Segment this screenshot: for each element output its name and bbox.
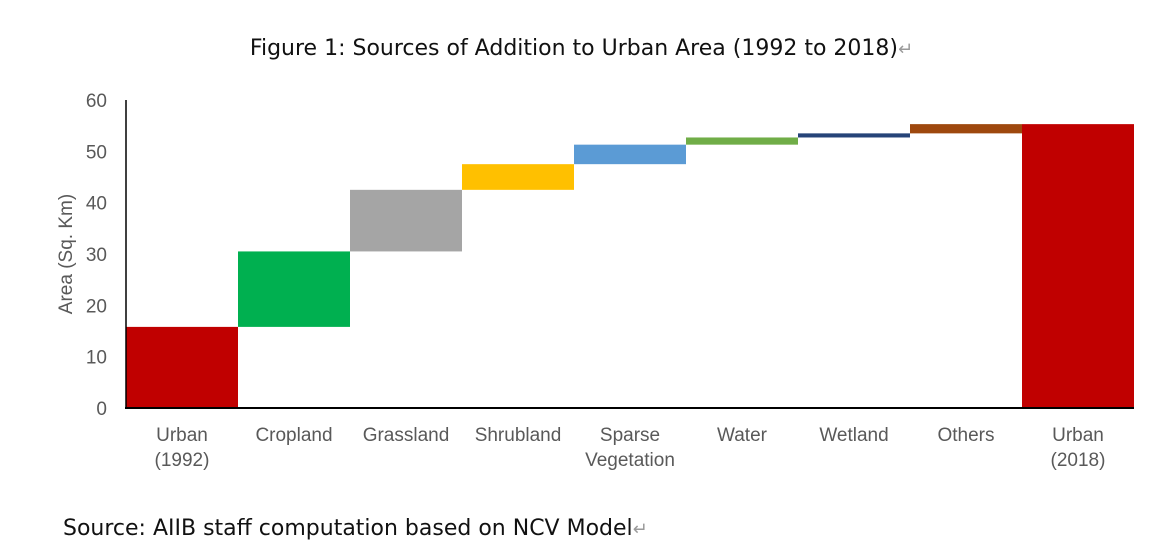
paragraph-mark-icon: ↵ [632, 519, 648, 540]
source-note: Source: AIIB staff computation based on … [63, 516, 648, 541]
y-tick-label: 10 [86, 348, 107, 369]
bar-urban-1992 [126, 326, 238, 408]
x-category-label: Cropland [255, 425, 332, 446]
y-tick-label: 40 [86, 194, 107, 215]
bar-urban-2018 [1022, 124, 1134, 408]
chart-title-text: Figure 1: Sources of Addition to Urban A… [249, 36, 898, 61]
labels-layer: 0 10 20 30 40 50 60 Urban (1992) Cropland Grasslan… [56, 91, 1105, 471]
bar-shrubland [462, 164, 574, 190]
y-tick-label: 50 [86, 142, 107, 163]
y-tick-label: 20 [86, 296, 107, 317]
y-tick-label: 30 [86, 245, 107, 266]
axes-layer [125, 100, 1134, 409]
bar-cropland [238, 251, 350, 327]
x-category-label: Grassland [363, 425, 450, 446]
y-axis-title: Area (Sq. Km) [56, 194, 77, 314]
x-category-label: Urban (1992) [155, 425, 210, 471]
x-category-label: Wetland [819, 425, 888, 446]
x-category-label: Water [717, 425, 768, 446]
x-category-label: Urban (2018) [1051, 425, 1106, 471]
bar-sparse-vegetation [574, 144, 686, 165]
chart-title: Figure 1: Sources of Addition to Urban A… [0, 36, 1163, 61]
bar-water [686, 137, 798, 145]
y-tick-label: 60 [86, 91, 107, 112]
bars-layer [126, 124, 1134, 408]
bar-grassland [350, 189, 462, 252]
paragraph-mark-icon: ↵ [897, 39, 914, 60]
bar-wetland [798, 133, 910, 138]
source-note-text: Source: AIIB staff computation based on … [63, 516, 633, 541]
bar-others [910, 124, 1022, 134]
x-category-label: Others [937, 425, 994, 446]
x-category-label: Sparse Vegetation [585, 425, 675, 471]
x-category-label: Shrubland [475, 425, 562, 446]
y-tick-label: 0 [96, 399, 107, 420]
